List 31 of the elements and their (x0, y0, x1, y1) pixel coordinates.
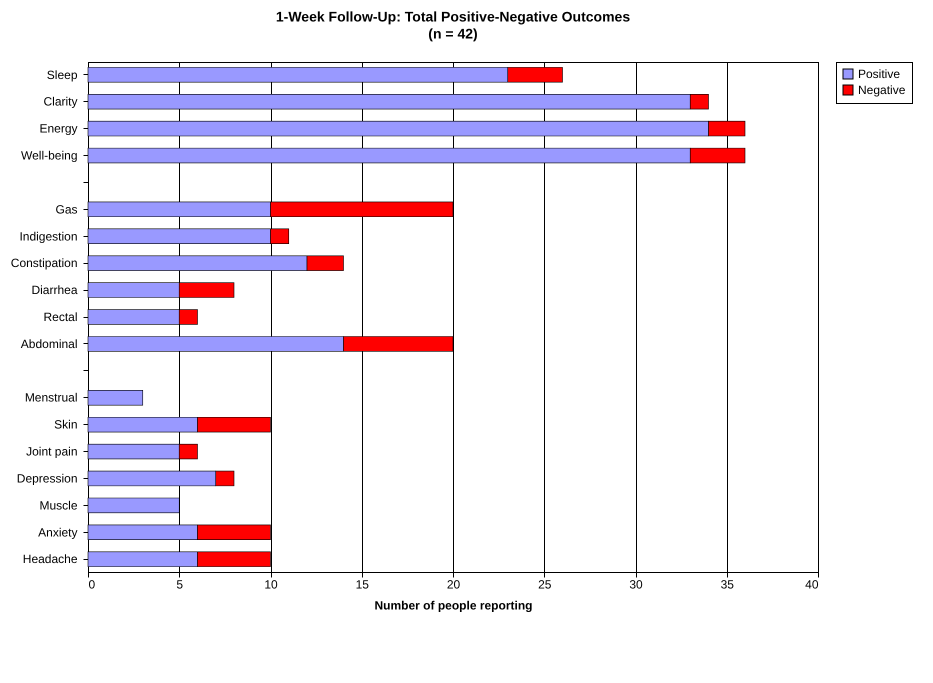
y-tick-label: Energy (39, 122, 78, 136)
y-tick-label: Anxiety (38, 525, 78, 540)
y-tick-label: Constipation (10, 256, 78, 270)
y-tick-label: Sleep (46, 68, 78, 82)
y-tick-label: Well-being (21, 148, 78, 163)
x-tick-label: 5 (176, 578, 184, 592)
y-tick-label: Muscle (39, 498, 78, 512)
y-tick-label: Menstrual (24, 390, 78, 405)
legend-label: Positive (858, 67, 900, 81)
y-tick-label: Skin (54, 418, 78, 432)
x-axis-title: Number of people reporting (374, 598, 533, 612)
y-tick-label: Clarity (43, 94, 78, 109)
y-tick-label: Abdominal (20, 336, 78, 351)
y-tick-label: Diarrhea (31, 283, 78, 298)
x-tick-label: 10 (264, 578, 278, 592)
y-tick-label: Depression (16, 471, 78, 486)
y-tick-label: Gas (55, 202, 78, 216)
x-tick-label: 40 (805, 578, 819, 592)
x-tick-label: 15 (356, 578, 370, 592)
x-tick-label: 20 (446, 578, 460, 592)
x-tick-label: 25 (538, 578, 552, 592)
y-tick-label: Rectal (43, 310, 78, 324)
x-tick-label: 35 (720, 578, 734, 592)
chart-subtitle: (n = 42) (428, 26, 478, 42)
legend-label: Negative (858, 83, 906, 97)
y-tick-label: Joint pain (26, 444, 78, 459)
y-tick-label: Headache (22, 552, 78, 566)
x-tick-label: 30 (629, 578, 643, 592)
chart-title: 1-Week Follow-Up: Total Positive-Negative Outcomes (276, 8, 630, 24)
y-tick-label: Indigestion (19, 229, 78, 244)
x-tick-label: 0 (88, 578, 96, 592)
